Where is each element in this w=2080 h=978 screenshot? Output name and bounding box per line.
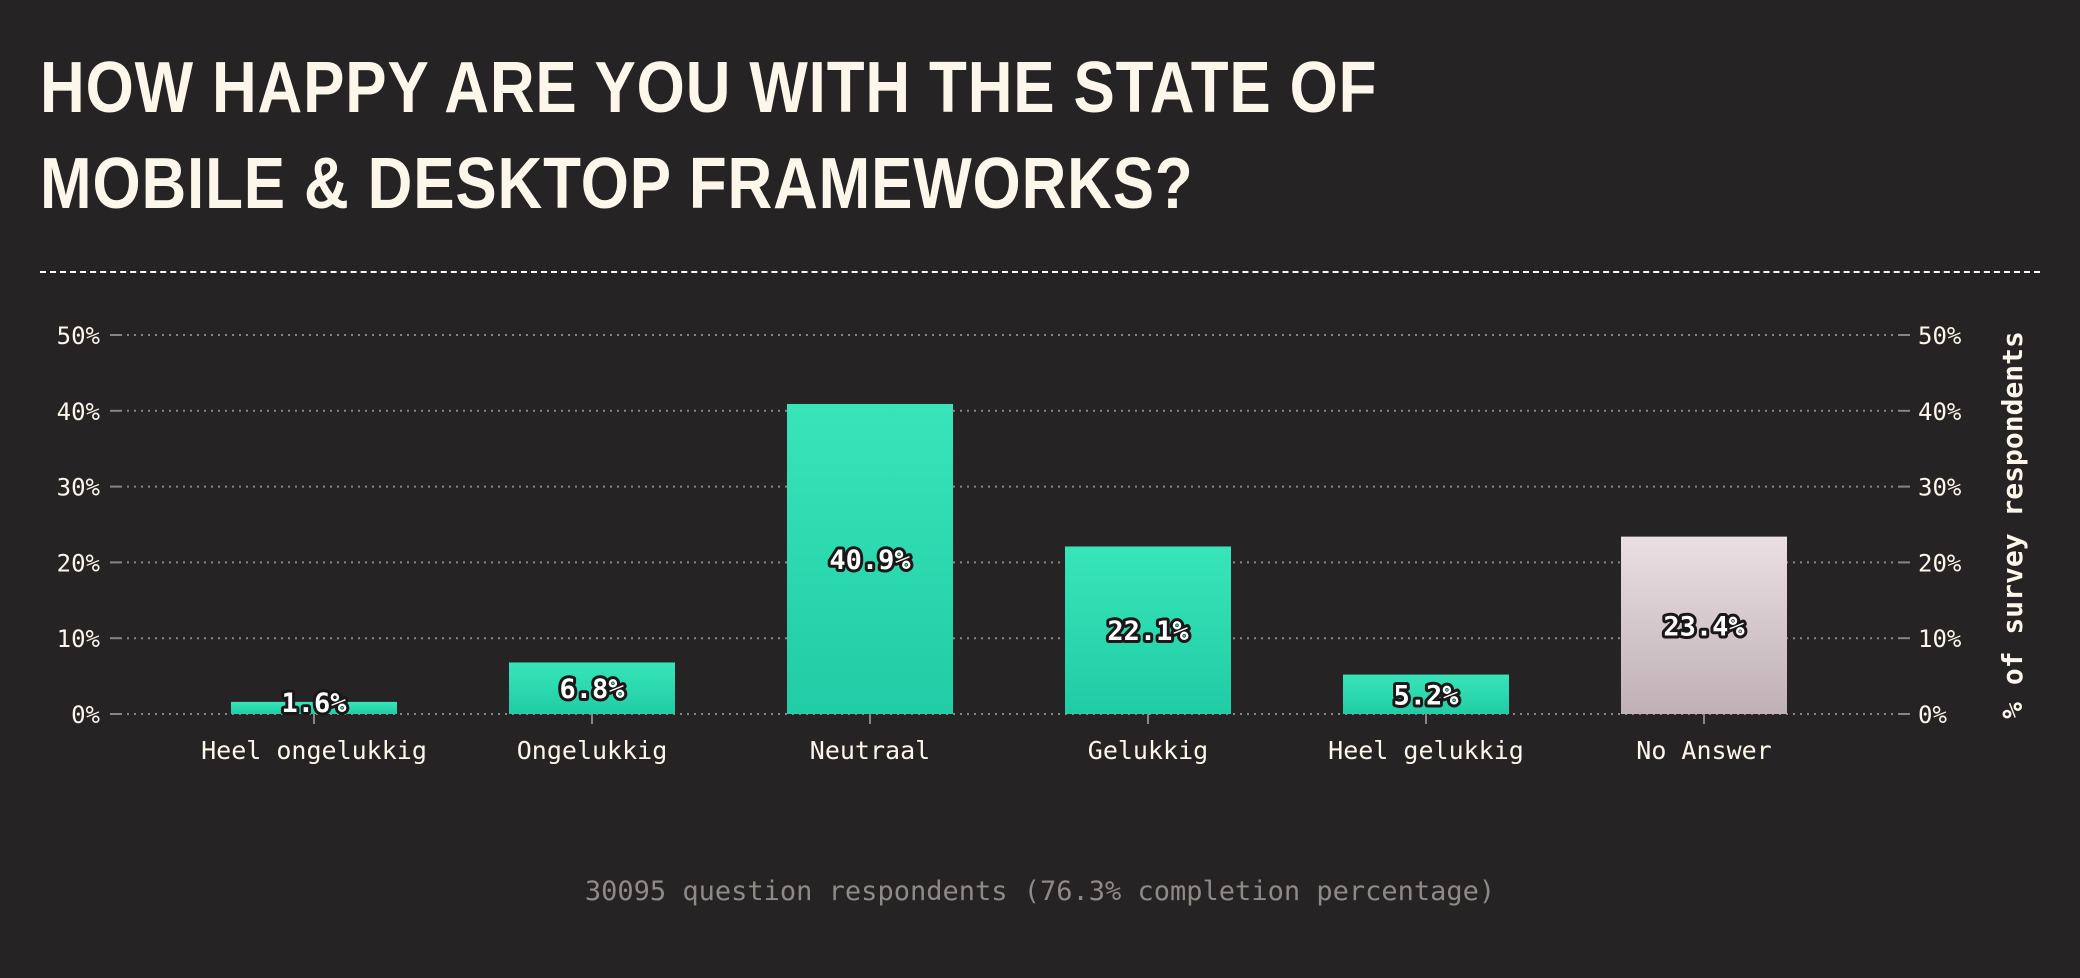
y-tick-label-left: 40% <box>57 398 101 426</box>
page-title: HOW HAPPY ARE YOU WITH THE STATE OF MOBI… <box>40 48 1378 224</box>
y-tick-label-left: 50% <box>57 322 101 350</box>
y-tick-label-left: 10% <box>57 625 101 653</box>
bar <box>509 662 675 714</box>
y-tick-label-left: 30% <box>57 474 101 502</box>
category-label: No Answer <box>1636 736 1771 765</box>
bars: 1.6% 6.8%40.9%22.1%5.2%23.4% <box>231 403 1787 722</box>
respondents-note: 30095 question respondents (76.3% comple… <box>584 876 1496 907</box>
bar-value-label: 40.9% <box>829 545 911 576</box>
category-label: Heel ongelukkig <box>201 736 427 765</box>
bar <box>1065 546 1231 714</box>
category-label: Neutraal <box>810 736 930 765</box>
bar-chart: 0%10%20%30%40%50% 0%10%20%30%40%50% 1.6%… <box>57 322 2029 765</box>
y-axis-label: % of survey respondents <box>1996 331 2029 719</box>
bar-value-label: 6.8% <box>559 674 625 705</box>
y-tick-label-right: 0% <box>1918 701 1947 729</box>
bar <box>1343 674 1509 714</box>
y-tick-label-right: 10% <box>1918 625 1962 653</box>
bar-value-label: 23.4% <box>1663 611 1745 642</box>
bar-value-label: 5.2% <box>1393 680 1459 711</box>
category-label: Ongelukkig <box>517 736 668 765</box>
category-label: Heel gelukkig <box>1328 736 1524 765</box>
left-y-axis: 0% 10% 20% 30% 40% 50% <box>57 322 120 729</box>
bar <box>787 403 953 714</box>
category-label: Gelukkig <box>1088 736 1208 765</box>
y-tick-label-right: 50% <box>1918 322 1962 350</box>
y-tick-label-right: 30% <box>1918 474 1962 502</box>
y-tick-label-right: 40% <box>1918 398 1962 426</box>
bar <box>231 701 397 714</box>
bar <box>1621 536 1787 714</box>
x-axis: Heel ongelukkig Ongelukkig Neutraal Gelukki… <box>201 714 1772 765</box>
right-y-axis: 0% 10% 20% 30% 40% 50% <box>1900 322 1962 729</box>
y-tick-label-left: 0% <box>71 701 100 729</box>
y-tick-label-left: 20% <box>57 549 101 577</box>
title-divider <box>40 271 2040 273</box>
grid-lines <box>120 334 1900 715</box>
bar-value-label: 22.1% <box>1107 616 1189 647</box>
y-tick-label-right: 20% <box>1918 549 1962 577</box>
